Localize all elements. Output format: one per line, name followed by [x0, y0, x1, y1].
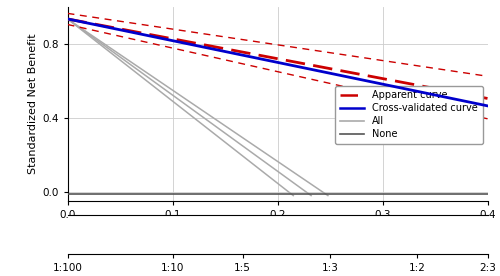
Y-axis label: Standardized Net Benefit: Standardized Net Benefit [28, 34, 38, 174]
X-axis label: High Risk Threshold: High Risk Threshold [219, 224, 336, 237]
Legend: Apparent curve, Cross-validated curve, All, None: Apparent curve, Cross-validated curve, A… [335, 86, 482, 144]
